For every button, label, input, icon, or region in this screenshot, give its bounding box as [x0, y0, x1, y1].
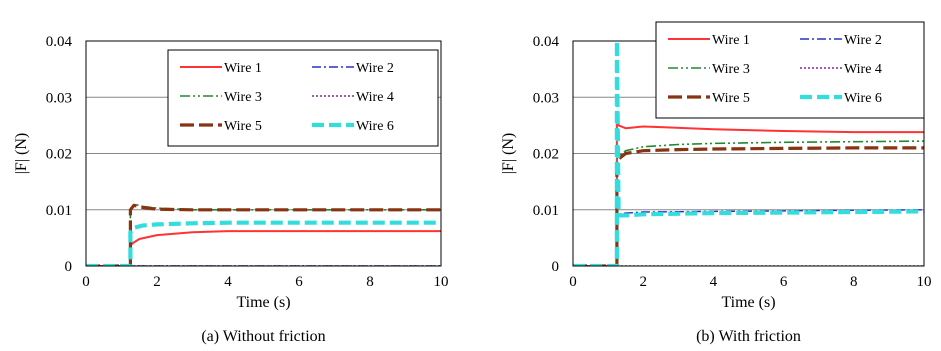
y-tick-label: 0 — [65, 259, 73, 275]
y-tick-label: 0.02 — [533, 147, 559, 163]
legend-label-4: Wire 4 — [844, 62, 882, 77]
legend: Wire 1 Wire 2 Wire 3 Wire 4 Wire 5 Wire 6 — [167, 49, 439, 147]
legend-label-3: Wire 3 — [712, 62, 750, 77]
series-group — [86, 203, 441, 266]
legend-box — [167, 49, 439, 147]
legend-label-2: Wire 2 — [844, 33, 882, 48]
y-tick-label: 0.01 — [46, 203, 72, 219]
x-tick-label: 8 — [366, 274, 374, 290]
x-tick-label: 0 — [82, 274, 90, 290]
legend: Wire 1 Wire 2 Wire 3 Wire 4 Wire 5 Wire 6 — [655, 21, 925, 119]
series-line-5 — [573, 146, 924, 266]
legend-label-5: Wire 5 — [224, 119, 262, 134]
series-line-5 — [86, 203, 441, 266]
x-tick-label: 6 — [295, 274, 303, 290]
y-tick-label: 0.04 — [533, 34, 560, 50]
x-tick-label: 2 — [153, 274, 161, 290]
legend-label-4: Wire 4 — [356, 90, 394, 105]
legend-box — [655, 21, 925, 119]
x-tick-label: 10 — [917, 274, 932, 290]
series-line-2 — [573, 209, 924, 266]
y-tick-label: 0.01 — [533, 203, 559, 219]
legend-label-5: Wire 5 — [712, 91, 750, 106]
series-line-6 — [573, 40, 924, 266]
legend-label-6: Wire 6 — [356, 119, 394, 134]
y-axis-label: |F| (N) — [500, 133, 517, 175]
legend-label-1: Wire 1 — [224, 61, 262, 76]
x-tick-label: 0 — [569, 274, 577, 290]
y-tick-label: 0.03 — [46, 90, 72, 106]
x-tick-label: 4 — [224, 274, 232, 290]
legend-label-6: Wire 6 — [844, 91, 882, 106]
legend-label-3: Wire 3 — [224, 90, 262, 105]
legend-label-2: Wire 2 — [356, 61, 394, 76]
y-tick-label: 0.03 — [533, 90, 559, 106]
x-tick-label: 8 — [850, 274, 858, 290]
x-axis-label: Time (s) — [236, 294, 290, 311]
x-tick-label: 2 — [639, 274, 647, 290]
panel-with-friction: 0 0.01 0.02 0.03 0.04 0 2 4 6 8 10 Time (s) |F| (N) (… — [500, 21, 932, 345]
x-tick-label: 4 — [710, 274, 718, 290]
panel-without-friction: 0 0.01 0.02 0.03 0.04 0 2 4 6 8 10 Time (s) |F| (N) (… — [13, 34, 449, 345]
x-tick-label: 6 — [780, 274, 788, 290]
series-group — [573, 40, 924, 266]
y-tick-label: 0 — [552, 259, 560, 275]
panel-caption: (a) Without friction — [201, 328, 325, 345]
x-tick-label: 10 — [434, 274, 449, 290]
series-line-3 — [86, 203, 441, 266]
y-tick-label: 0.02 — [46, 147, 72, 163]
panel-caption: (b) With friction — [696, 328, 801, 345]
legend-label-1: Wire 1 — [712, 33, 750, 48]
x-axis-label: Time (s) — [721, 294, 775, 311]
y-tick-label: 0.04 — [46, 34, 73, 50]
series-line-3 — [573, 140, 924, 266]
y-axis-label: |F| (N) — [13, 133, 30, 175]
plot-frame — [85, 40, 442, 267]
series-line-1 — [86, 230, 441, 266]
series-line-1 — [573, 113, 924, 266]
series-line-6 — [86, 220, 441, 266]
